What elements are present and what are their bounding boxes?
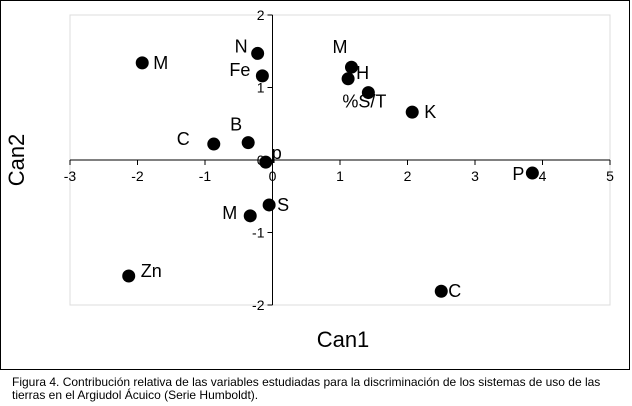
point-label: N	[235, 36, 248, 56]
x-tick-label: 3	[471, 168, 479, 184]
x-tick-label: -3	[64, 168, 77, 184]
point-label: K	[424, 102, 436, 122]
ticks: -3-2-1012345210-1-2	[64, 7, 614, 313]
x-tick-label: -1	[199, 168, 212, 184]
y-tick-label: 1	[257, 80, 265, 96]
data-point	[361, 86, 375, 100]
point-label: C	[448, 281, 461, 301]
y-tick-label: -2	[252, 297, 265, 313]
chart-frame	[0, 0, 630, 370]
data-point	[122, 269, 136, 283]
point-label: S	[277, 195, 289, 215]
figure-caption: Figura 4. Contribución relativa de las v…	[12, 375, 601, 402]
data-point	[135, 56, 149, 70]
x-tick-label: 1	[336, 168, 344, 184]
y-tick-label: 2	[257, 7, 265, 23]
point-label: H	[356, 63, 369, 83]
point-label: B	[230, 115, 242, 135]
point-label: M	[222, 203, 237, 223]
data-point	[243, 209, 257, 223]
point-label: M	[332, 37, 347, 57]
x-tick-label: 4	[539, 168, 547, 184]
data-point	[259, 155, 273, 169]
point-label: %S/T	[342, 92, 386, 112]
point-label: C	[177, 129, 190, 149]
x-tick-label: 5	[606, 168, 614, 184]
data-point	[255, 69, 269, 83]
point-label: P	[512, 164, 524, 184]
y-tick-label: -1	[252, 225, 265, 241]
x-tick-label: 2	[404, 168, 412, 184]
point-label: M	[153, 53, 168, 73]
data-point	[434, 284, 448, 298]
point-label: Fe	[229, 60, 250, 80]
data-point	[241, 136, 255, 150]
x-tick-label: 0	[269, 168, 277, 184]
x-tick-label: -2	[131, 168, 144, 184]
data-point	[525, 166, 539, 180]
scatter-chart: -3-2-1012345210-1-2 MNFeMH%S/TKCBpPSMZnC…	[4, 7, 614, 352]
x-axis-title: Can1	[317, 327, 370, 352]
point-label: p	[272, 143, 282, 163]
data-point	[251, 46, 265, 60]
data-point	[405, 105, 419, 119]
y-axis-title: Can2	[4, 134, 29, 187]
data-point	[262, 198, 276, 212]
data-point	[344, 60, 358, 74]
data-point	[207, 137, 221, 151]
data-point	[341, 72, 355, 86]
point-label: Zn	[141, 261, 162, 281]
